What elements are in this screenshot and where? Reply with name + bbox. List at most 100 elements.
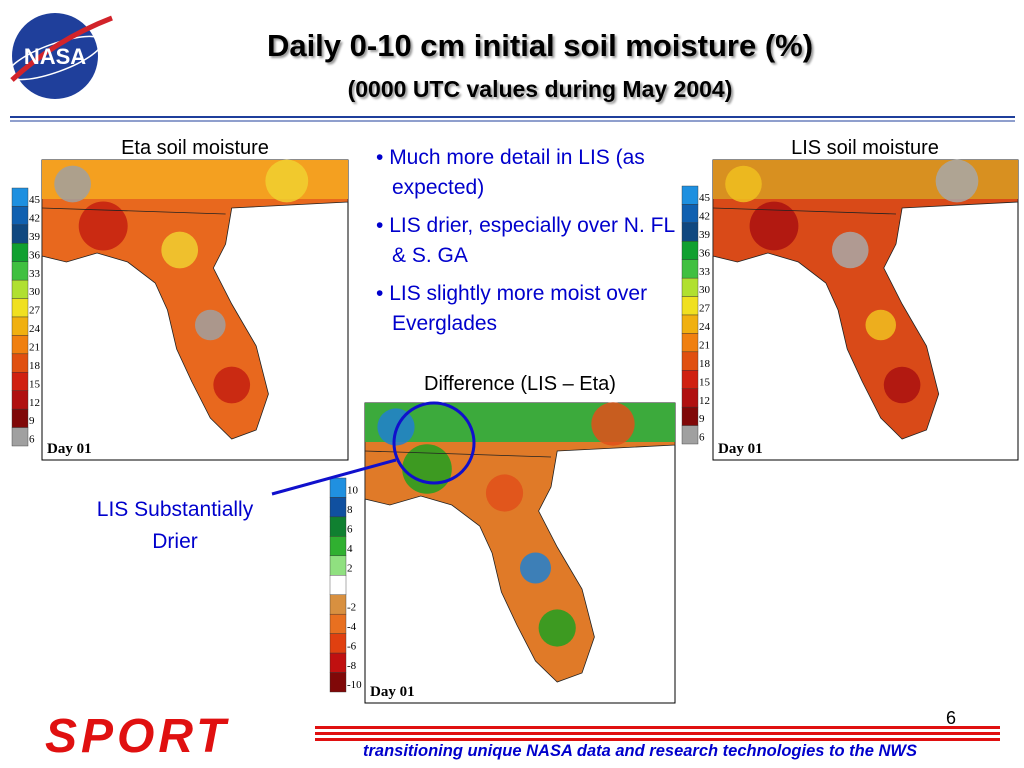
colorbar-label: -10 [347, 679, 362, 691]
colorbar-label: 15 [29, 378, 41, 390]
sport-text: SPORT [45, 710, 229, 763]
colorbar-label: 42 [699, 210, 710, 222]
map-region [883, 366, 921, 404]
colorbar-cell [681, 406, 699, 426]
day-label: Day 01 [718, 441, 763, 457]
colorbar-label: 4 [347, 543, 353, 555]
colorbar-cell [329, 477, 347, 498]
colorbar-label: 8 [347, 504, 353, 516]
map-region [749, 201, 799, 251]
map-region [485, 474, 524, 512]
colorbar-cell [11, 316, 29, 336]
colorbar-label: -4 [347, 621, 357, 633]
colorbar-label: 12 [29, 397, 40, 409]
colorbar-cell [329, 613, 347, 634]
colorbar-cell [681, 204, 699, 224]
map-region [591, 402, 635, 446]
colorbar-label: 27 [699, 303, 711, 315]
map-region [865, 309, 896, 341]
colorbar-label: 36 [699, 247, 711, 259]
colorbar-label: 6 [29, 434, 35, 446]
map-region [54, 165, 91, 203]
colorbar-label: 42 [29, 212, 40, 224]
colorbar-cell [681, 296, 699, 316]
colorbar-cell [329, 516, 347, 537]
colorbar-label: -8 [347, 660, 357, 672]
bullet-text: LIS slightly more moist over Everglades [389, 282, 648, 335]
map-region [78, 201, 128, 251]
map-region [161, 231, 199, 269]
subtitle: (0000 UTC values during May 2004) [347, 76, 733, 102]
colorbar-cell [329, 672, 347, 693]
colorbar-cell [681, 277, 699, 297]
map-region [725, 165, 762, 203]
colorbar-label: 18 [29, 360, 41, 372]
title: Daily 0-10 cm initial soil moisture (%) [266, 28, 814, 63]
colorbar-cell [681, 333, 699, 353]
colorbar-cell [11, 335, 29, 355]
nasa-logo: NASA [7, 13, 113, 99]
colorbar-cell [681, 222, 699, 242]
page-number: 6 [946, 708, 957, 728]
colorbar-label: 21 [29, 341, 40, 353]
colorbar-cell [11, 353, 29, 373]
colorbar-cell [681, 185, 699, 205]
bullet: • Much more detail in LIS (as expected) [376, 146, 645, 199]
panel-label: LIS soil moisture [791, 137, 939, 159]
annotation-line: Drier [152, 530, 198, 553]
bullet-text: Much more detail in LIS (as expected) [389, 146, 645, 199]
colorbar-label: 24 [29, 323, 41, 335]
day-label: Day 01 [370, 684, 415, 700]
colorbar-cell [681, 259, 699, 279]
colorbar-cell [329, 633, 347, 654]
colorbar-label: 21 [699, 339, 710, 351]
bullet: • LIS drier, especially over N. FL & S. … [376, 214, 675, 267]
colorbar-label: 45 [699, 192, 711, 204]
bullet: • LIS slightly more moist over Everglade… [376, 282, 648, 335]
colorbar-cell [11, 298, 29, 318]
day-box [715, 436, 775, 458]
panel-label: Difference (LIS – Eta) [424, 373, 616, 395]
colorbar-label: 39 [29, 231, 41, 243]
border [712, 207, 897, 215]
map-region [520, 552, 551, 584]
colorbar-label: 18 [699, 358, 711, 370]
colorbar-label: -6 [347, 640, 357, 652]
colorbar-cell [681, 425, 699, 445]
colorbar-cell [329, 575, 347, 595]
annotation-line: LIS Substantially [96, 498, 254, 521]
map-region [265, 159, 309, 203]
colorbar-cell [11, 372, 29, 391]
colorbar-cell [681, 351, 699, 371]
colorbar-label: 33 [29, 268, 41, 280]
colorbar-cell [329, 555, 347, 576]
colorbar-cell [681, 314, 699, 334]
day-box [44, 436, 104, 458]
colorbar-label: 33 [699, 266, 711, 278]
annotation: LIS Substantially Drier [60, 494, 290, 558]
colorbar-label: 2 [347, 562, 353, 574]
day-box [367, 679, 427, 701]
colorbar-cell [11, 408, 29, 428]
colorbar-cell [11, 261, 29, 281]
nasa-text: NASA [24, 44, 86, 69]
colorbar-label: 6 [347, 524, 353, 536]
map-region [213, 366, 251, 404]
map-region [402, 444, 452, 494]
colorbar-label: 36 [29, 249, 41, 261]
sport-logo: SPORT [45, 710, 229, 763]
bullet-text: LIS drier, especially over N. FL & S. GA [389, 214, 675, 267]
colorbar-label: 15 [699, 376, 711, 388]
colorbar-cell [329, 594, 347, 615]
panel-label: Eta soil moisture [121, 137, 269, 159]
colorbar-label: 9 [699, 413, 705, 425]
colorbar-label: 24 [699, 321, 711, 333]
colorbar-label: 30 [699, 284, 711, 296]
colorbar-cell [11, 243, 29, 262]
colorbar-label: 12 [699, 395, 710, 407]
colorbar-cell [681, 370, 699, 389]
colorbar-cell [329, 652, 347, 673]
colorbar-label: 45 [29, 194, 41, 206]
